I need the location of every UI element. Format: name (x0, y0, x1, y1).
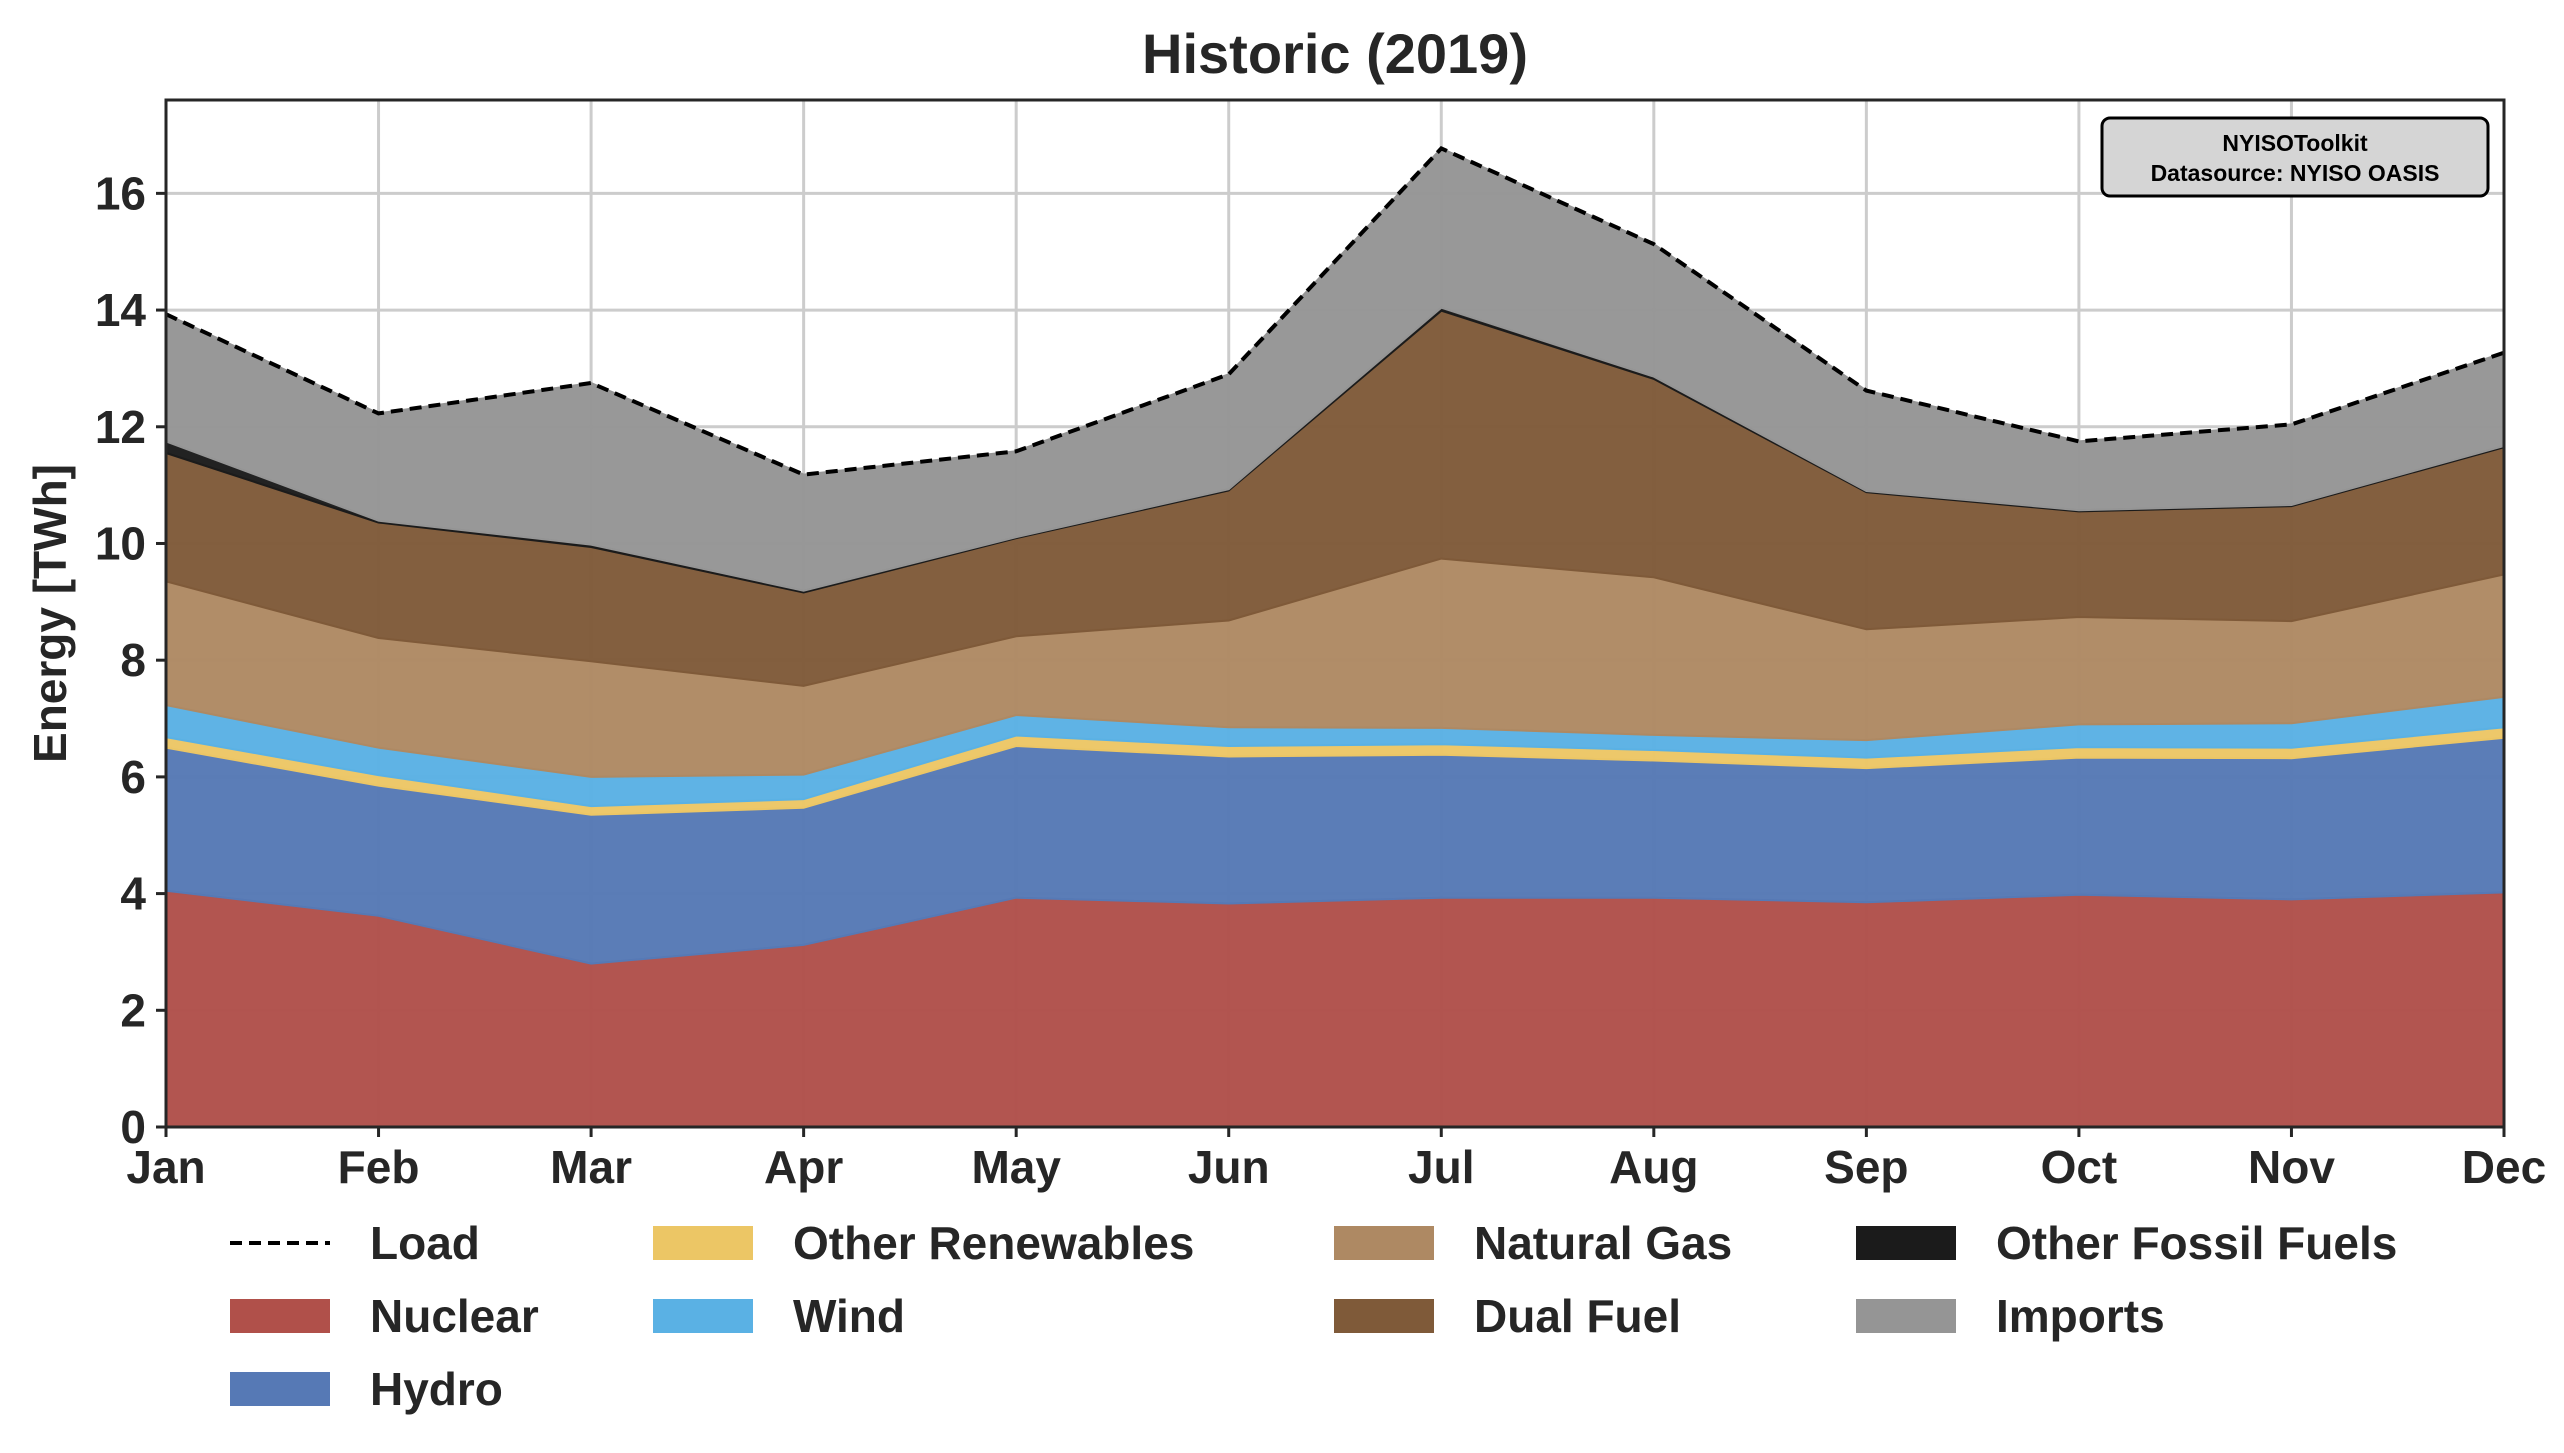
legend-label-imports: Imports (1996, 1290, 2165, 1342)
y-tick-label-14: 14 (95, 284, 147, 336)
load-line (165, 145, 2505, 477)
annotation-line-toolkit: NYISOToolkit (2222, 130, 2368, 156)
legend-label-dual-fuel: Dual Fuel (1474, 1290, 1681, 1342)
x-tick-label-jun: Jun (1188, 1141, 1270, 1193)
legend-swatch-other-renewables (653, 1226, 753, 1260)
legend-label-natural-gas: Natural Gas (1474, 1217, 1732, 1269)
legend-swatch-nuclear (230, 1299, 330, 1333)
x-tick-label-sep: Sep (1824, 1141, 1908, 1193)
y-axis-ticks: 0 2 4 6 8 10 12 14 16 (95, 167, 166, 1153)
annotation-line-datasource: Datasource: NYISO OASIS (2151, 160, 2440, 186)
legend-swatch-wind (653, 1299, 753, 1333)
datasource-annotation: NYISOToolkit Datasource: NYISO OASIS (2100, 116, 2490, 198)
legend-label-nuclear: Nuclear (370, 1290, 539, 1342)
legend-label-load: Load (370, 1217, 480, 1269)
legend-label-other-renewables: Other Renewables (793, 1217, 1194, 1269)
x-tick-label-nov: Nov (2248, 1141, 2335, 1193)
y-tick-label-0: 0 (120, 1101, 146, 1153)
y-tick-label-16: 16 (95, 167, 146, 219)
legend-swatch-imports (1856, 1299, 1956, 1333)
x-axis-ticks: Jan Feb Mar Apr May Jun Jul Aug Sep Oct Nov Dec (126, 1127, 2546, 1193)
x-tick-label-mar: Mar (550, 1141, 632, 1193)
legend-label-other-fossil-fuels: Other Fossil Fuels (1996, 1217, 2397, 1269)
x-tick-label-oct: Oct (2041, 1141, 2118, 1193)
y-tick-label-4: 4 (120, 868, 146, 920)
legend-label-wind: Wind (793, 1290, 905, 1342)
y-tick-label-6: 6 (120, 751, 146, 803)
stacked-areas (165, 147, 2505, 1128)
x-tick-label-feb: Feb (338, 1141, 420, 1193)
annotation-box (2100, 116, 2490, 198)
plot-frame (164, 98, 2506, 1129)
legend-label-hydro: Hydro (370, 1363, 503, 1415)
legend: Load Nuclear Hydro Other Renewables Wind Natu… (230, 1217, 2397, 1415)
y-tick-label-12: 12 (95, 401, 146, 453)
y-tick-label-2: 2 (120, 984, 146, 1036)
x-tick-label-jan: Jan (126, 1141, 205, 1193)
legend-swatch-hydro (230, 1372, 330, 1406)
x-tick-label-apr: Apr (764, 1141, 843, 1193)
y-tick-label-8: 8 (120, 634, 146, 686)
legend-swatch-other-fossil-fuels (1856, 1226, 1956, 1260)
legend-swatch-natural-gas (1334, 1226, 1434, 1260)
x-tick-label-jul: Jul (1408, 1141, 1474, 1193)
x-tick-label-dec: Dec (2462, 1141, 2546, 1193)
chart-title: Historic (2019) (1142, 22, 1528, 85)
load-series (165, 145, 2505, 477)
legend-swatch-dual-fuel (1334, 1299, 1434, 1333)
x-tick-label-aug: Aug (1609, 1141, 1698, 1193)
y-tick-label-10: 10 (95, 517, 146, 569)
y-axis-label: Energy [TWh] (24, 464, 76, 763)
x-tick-label-may: May (971, 1141, 1061, 1193)
